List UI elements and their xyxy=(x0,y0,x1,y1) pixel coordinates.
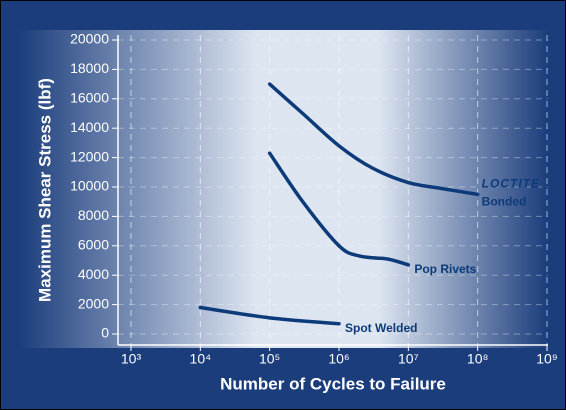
line-series xyxy=(267,82,480,197)
y-tick-label: 0 xyxy=(101,325,109,341)
x-tick-label: 10³ xyxy=(121,351,142,367)
y-tick-label: 16000 xyxy=(70,90,109,106)
x-axis-title: Number of Cycles to Failure xyxy=(220,374,446,393)
x-tick-label: 10⁵ xyxy=(259,351,280,367)
y-axis-title: Maximum Shear Stress (lbf) xyxy=(35,78,54,302)
y-tick-label: 8000 xyxy=(78,207,109,223)
y-tick-label: 20000 xyxy=(70,31,109,47)
y-tick-label: 14000 xyxy=(70,119,109,135)
y-tick-label: 10000 xyxy=(70,178,109,194)
x-tick-label: 10⁴ xyxy=(190,351,212,367)
y-tick-label: 4000 xyxy=(78,266,109,282)
y-tick-label: 2000 xyxy=(78,295,109,311)
x-tick-label: 10⁸ xyxy=(467,351,489,367)
y-tick-label: 12000 xyxy=(70,148,109,164)
x-tick-label: 10⁹ xyxy=(536,351,558,367)
x-tick-label: 10⁷ xyxy=(398,351,419,367)
brand-logo: LOCTITE xyxy=(482,177,540,191)
series-label: Pop Rivets xyxy=(414,262,476,276)
y-tick-label: 6000 xyxy=(78,237,109,253)
plot-background xyxy=(18,30,548,348)
line-series xyxy=(198,305,341,326)
series-label: Spot Welded xyxy=(345,321,417,335)
series-label: Bonded xyxy=(482,195,527,209)
y-tick-label: 18000 xyxy=(70,60,109,76)
line-series xyxy=(267,151,411,267)
x-tick-label: 10⁶ xyxy=(328,351,349,367)
